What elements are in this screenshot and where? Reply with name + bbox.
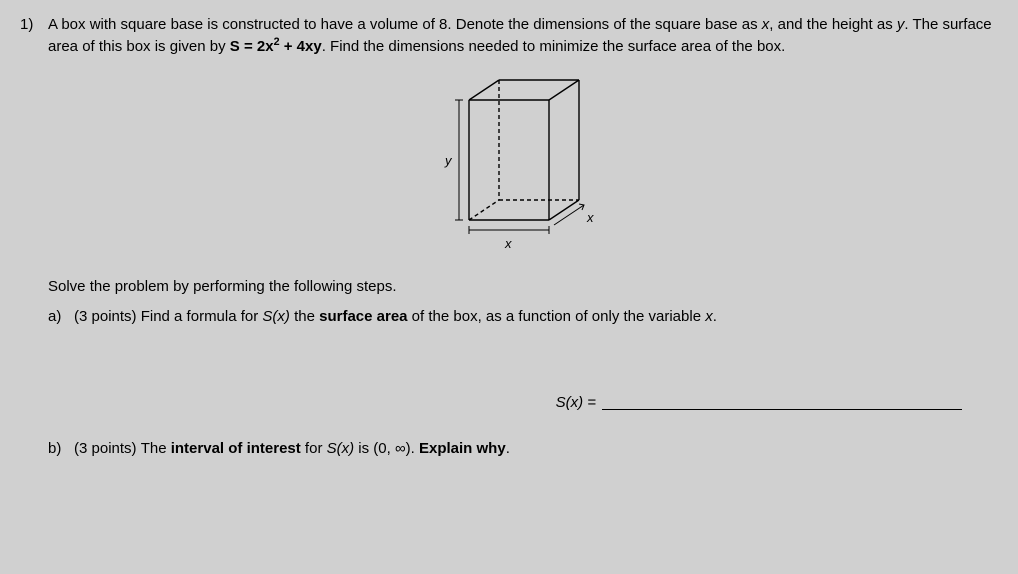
part-b-row: b) (3 points) The interval of interest f… — [20, 438, 998, 460]
q-formula-prefix: S = 2x — [230, 38, 274, 55]
question-row: 1) A box with square base is constructed… — [20, 14, 998, 58]
part-a-end: . — [713, 308, 717, 325]
part-a-body: (3 points) Find a formula for S(x) the s… — [74, 306, 998, 328]
fig-label-x-side: x — [586, 210, 594, 225]
steps-intro-row: Solve the problem by performing the foll… — [20, 276, 998, 298]
answer-blank-line — [602, 409, 962, 410]
part-a-var: x — [705, 308, 713, 325]
indent-a — [20, 306, 48, 328]
q-text-2: , and the height as — [769, 16, 897, 33]
q-text-1: A box with square base is constructed to… — [48, 16, 762, 33]
answer-label: S(x) = — [556, 392, 596, 414]
part-b-sx: S(x) — [327, 440, 355, 457]
part-b-interval: is (0, ∞). — [354, 440, 419, 457]
part-a-bold: surface area — [319, 308, 407, 325]
part-a-afterbold: of the box, as a function of only the va… — [408, 308, 706, 325]
part-b-bold: interval of interest — [171, 440, 301, 457]
figure-wrap: y x x — [20, 70, 998, 267]
question-text: A box with square base is constructed to… — [48, 14, 998, 58]
part-b-body: (3 points) The interval of interest for … — [74, 438, 998, 460]
part-a-label: a) — [48, 306, 74, 328]
part-b-before: The — [141, 440, 171, 457]
part-b-mid: for — [301, 440, 327, 457]
part-b-label: b) — [48, 438, 74, 460]
box-figure: y x x — [409, 70, 609, 260]
fig-label-x-front: x — [504, 236, 512, 251]
part-a-points: (3 points) — [74, 308, 137, 325]
part-a-row: a) (3 points) Find a formula for S(x) th… — [20, 306, 998, 328]
q-formula: S = 2x2 + 4xy — [230, 38, 322, 55]
fig-label-y: y — [444, 153, 453, 168]
question-number: 1) — [20, 14, 48, 58]
page: 1) A box with square base is constructed… — [0, 0, 1018, 479]
part-a-mid: the — [290, 308, 319, 325]
part-b-end: . — [506, 440, 510, 457]
part-b-points: (3 points) — [74, 440, 137, 457]
steps-intro: Solve the problem by performing the foll… — [48, 276, 998, 298]
part-a-before: Find a formula for — [141, 308, 263, 325]
q-text-4: . Find the dimensions needed to minimize… — [322, 38, 786, 55]
q-formula-suffix: + 4xy — [280, 38, 322, 55]
answer-row: S(x) = — [20, 392, 962, 414]
indent-b — [20, 438, 48, 460]
part-b-bold2: Explain why — [419, 440, 506, 457]
part-a-sx: S(x) — [262, 308, 290, 325]
